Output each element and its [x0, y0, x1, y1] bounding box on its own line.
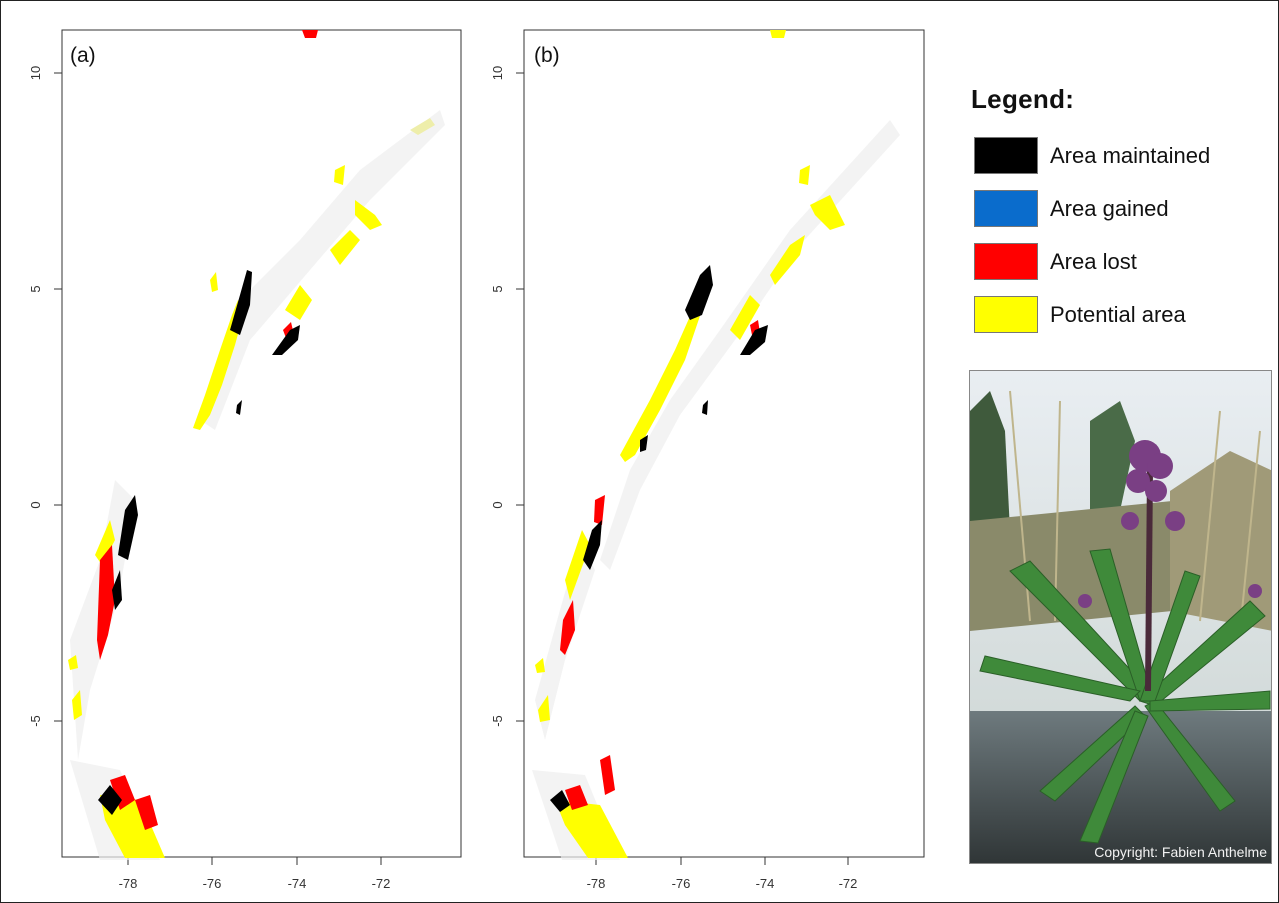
x-tick-label: -76: [672, 876, 691, 891]
map-a-canvas: (a) -78 -76 -74 -72 10 5 0 -5: [28, 29, 462, 891]
map-panel-a: (a) -78 -76 -74 -72 10 5 0 -5: [0, 0, 470, 903]
legend-swatch-maintained: [974, 137, 1038, 174]
legend-swatch-lost: [974, 243, 1038, 280]
legend-item: Area gained: [968, 182, 1268, 235]
distribution-map-b: [532, 30, 900, 860]
flowering-plant-photo: [970, 371, 1271, 863]
plant-photo: Copyright: Fabien Anthelme: [969, 370, 1272, 864]
y-tick-label: 10: [28, 66, 43, 80]
y-tick-label: 0: [490, 501, 505, 508]
x-tick-label: -78: [587, 876, 606, 891]
panel-label-a: (a): [70, 44, 96, 67]
x-tick-label: -72: [839, 876, 858, 891]
x-tick-label: -72: [372, 876, 391, 891]
legend-label: Area lost: [1050, 248, 1137, 274]
legend-item: Area lost: [968, 235, 1268, 288]
legend: Legend: Area maintained Area gained Area…: [968, 84, 1268, 341]
legend-title: Legend:: [971, 84, 1075, 114]
y-tick-label: 5: [28, 285, 43, 292]
legend-label: Potential area: [1050, 301, 1186, 327]
legend-swatch-gained: [974, 190, 1038, 227]
x-tick-label: -74: [756, 876, 775, 891]
panel-label-b: (b): [534, 44, 560, 67]
x-tick-label: -76: [203, 876, 222, 891]
y-tick-label: 10: [490, 66, 505, 80]
x-axis: [595, 857, 849, 865]
y-axis: [516, 72, 524, 722]
y-tick-label: 5: [490, 285, 505, 292]
y-axis: [54, 72, 62, 722]
x-axis: [127, 857, 382, 865]
legend-label: Area maintained: [1050, 142, 1211, 168]
x-tick-label: -78: [119, 876, 138, 891]
photo-credit: Copyright: Fabien Anthelme: [1094, 844, 1267, 860]
y-tick-label: -5: [490, 715, 505, 727]
x-tick-label: -74: [288, 876, 307, 891]
map-panel-b: (b) -78 -76 -74 -72 10 5 0 -5: [470, 0, 940, 903]
legend-swatch-potential: [974, 296, 1038, 333]
distribution-map-a: [68, 30, 445, 860]
y-tick-label: 0: [28, 501, 43, 508]
legend-item: Potential area: [968, 288, 1268, 341]
map-b-canvas: (b) -78 -76 -74 -72 10 5 0 -5: [490, 29, 925, 891]
y-tick-label: -5: [28, 715, 43, 727]
legend-item: Area maintained: [968, 129, 1268, 182]
legend-label: Area gained: [1050, 195, 1169, 221]
